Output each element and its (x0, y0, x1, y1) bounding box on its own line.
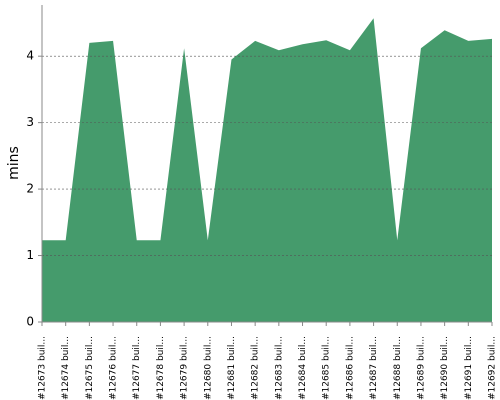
x-tick-label: #12692 buil... (488, 336, 498, 400)
x-tick-label: #12681 buil... (227, 336, 237, 400)
x-tick-label: #12674 buil... (61, 336, 71, 400)
y-tick-label: 4 (26, 49, 34, 63)
x-tick-label: #12688 buil... (393, 336, 403, 400)
x-tick-label: #12683 buil... (274, 336, 284, 400)
x-tick-label: #12679 buil... (180, 336, 190, 400)
x-tick-label: #12686 buil... (345, 336, 355, 400)
y-tick-label: 2 (26, 182, 34, 196)
x-tick-label: #12675 buil... (85, 336, 95, 400)
x-tick-label: #12677 buil... (132, 336, 142, 400)
y-axis-label: mins (6, 146, 22, 180)
x-tick-label: #12687 buil... (369, 336, 379, 400)
x-tick-label: #12680 buil... (203, 336, 213, 400)
y-tick-label: 3 (26, 115, 34, 129)
x-tick-label: #12685 buil... (322, 336, 332, 400)
y-tick-label: 0 (26, 315, 34, 329)
x-tick-label: #12682 buil... (251, 336, 261, 400)
x-tick-label: #12673 buil... (38, 336, 48, 400)
area (42, 18, 492, 322)
x-tick-label: #12678 buil... (156, 336, 166, 400)
y-tick-label: 1 (26, 248, 34, 262)
x-tick-label: #12690 buil... (440, 336, 450, 400)
x-tick-label: #12691 buil... (464, 336, 474, 400)
x-tick-label: #12676 buil... (109, 336, 119, 400)
x-tick-label: #12684 buil... (298, 336, 308, 400)
x-tick-label: #12689 buil... (416, 336, 426, 400)
